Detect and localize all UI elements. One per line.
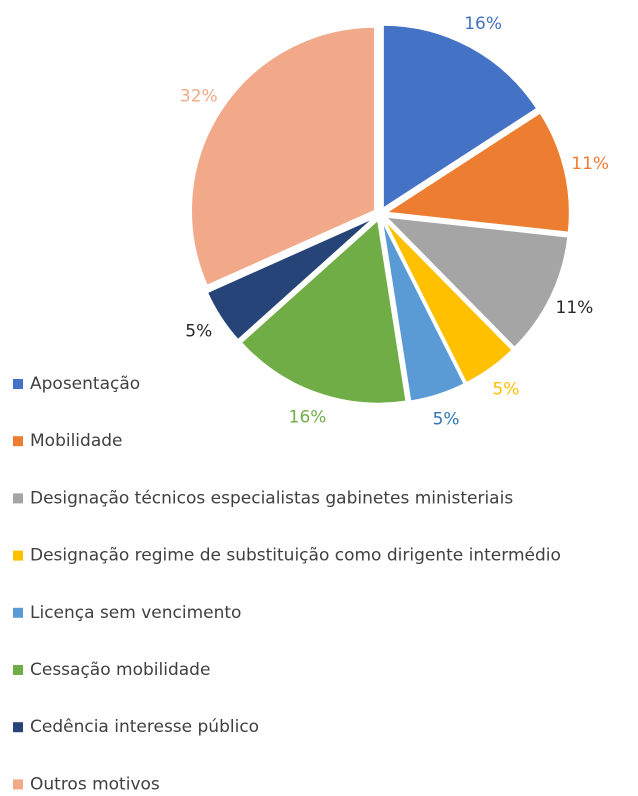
data-label: 32% [180,86,218,106]
data-label: 5% [185,322,212,342]
legend-marker [13,779,23,790]
legend-marker [13,493,23,504]
legend-marker [13,379,23,389]
legend-label: Cedência interesse público [30,717,259,737]
legend-marker [13,607,23,618]
pie-slice [382,111,571,234]
legend-marker [13,436,23,447]
legend-marker [13,665,23,675]
data-label: 5% [433,410,460,430]
pie-slice [382,218,515,385]
data-label: 11% [556,298,594,318]
legend-label: Aposentação [30,374,140,394]
legend-label: Mobilidade [30,431,123,451]
pie-slice [205,216,376,342]
data-label: 16% [464,14,502,34]
legend-label: Designação regime de substituição como d… [30,546,561,566]
data-label: 11% [571,154,609,174]
data-label: 5% [492,380,519,400]
legend-marker [13,550,23,561]
legend-label: Cessação mobilidade [30,660,210,680]
pie-slice [189,25,376,288]
legend-label: Outros motivos [30,774,160,794]
legend-label: Licença sem vencimento [30,603,241,623]
pie-slice [380,219,466,403]
pie-slice [381,23,539,211]
pie-slice [239,217,408,405]
data-label: 16% [289,407,327,427]
legend-marker [13,722,23,733]
legend-label: Designação técnicos especialistas gabine… [30,488,513,508]
pie-slice [382,215,570,350]
